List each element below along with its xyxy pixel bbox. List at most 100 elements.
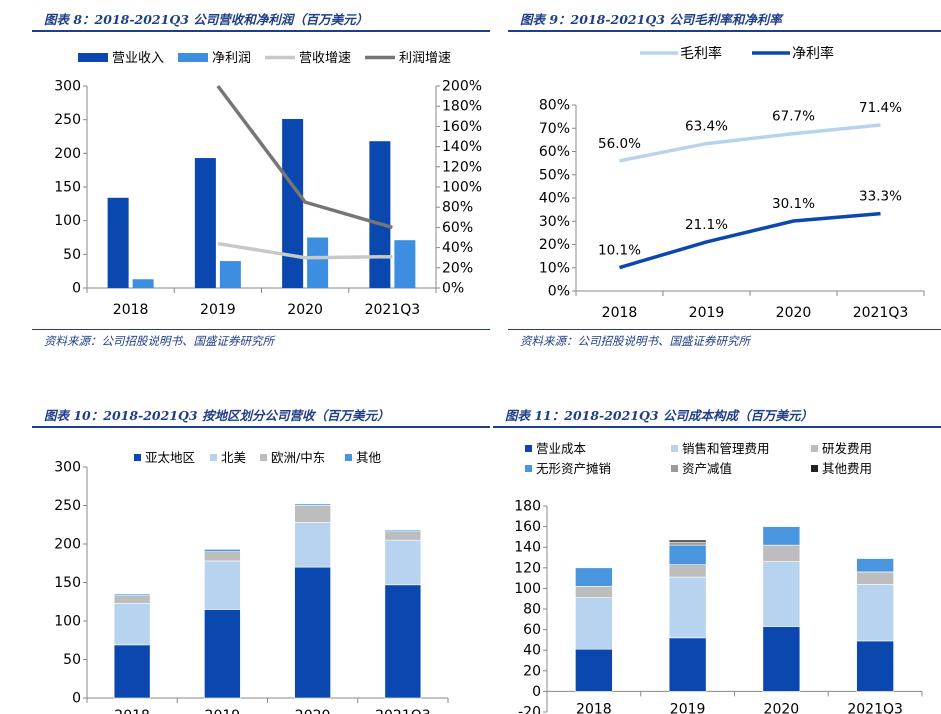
stack-segment — [384, 539, 422, 586]
legend-label: 研发费用 — [822, 441, 872, 456]
chart-fig11: -20 0 20 40 60 80 100 120 140 160 180 2018 2019 2020 2… — [514, 441, 923, 714]
y2-tick-label: 200% — [442, 79, 482, 95]
legend-swatch — [671, 465, 678, 472]
y2-tick-label: 180% — [442, 99, 482, 115]
y-tick-label: 120 — [514, 560, 541, 576]
stack-segment — [294, 505, 331, 523]
chart-title-fig11: 图表 11：2018-2021Q3 公司成本构成（百万美元） — [505, 408, 813, 423]
stack-segment — [113, 593, 151, 596]
y-tick-label: 0 — [72, 691, 81, 707]
chart-fig10: 0 50 100 150 200 250 300 2018 2019 2020 2021Q3 亚太地区… — [54, 450, 449, 714]
data-label: 56.0% — [598, 136, 641, 152]
stack-segment — [113, 595, 151, 604]
x-tick-label: 2021Q3 — [847, 701, 903, 714]
y-tick-label: 160 — [514, 519, 541, 535]
x-tick-label: 2021Q3 — [365, 302, 421, 318]
y-tick-label: 200 — [54, 146, 81, 162]
bar-revenue — [107, 197, 129, 288]
stack-segment — [668, 576, 707, 639]
x-tick-label: 2019 — [689, 305, 725, 321]
legend-label: 资产减值 — [682, 461, 732, 476]
y-tick-label: 300 — [54, 460, 81, 476]
x-tick-label: 2019 — [670, 701, 706, 714]
legend-label: 营业成本 — [536, 441, 587, 456]
legend-label: 欧洲/中东 — [271, 450, 325, 465]
y-tick-label: 300 — [54, 79, 81, 95]
y-tick-label: 20% — [539, 237, 570, 253]
stack-segment — [204, 549, 241, 552]
legend-label: 北美 — [221, 450, 246, 465]
data-label: 67.7% — [772, 109, 815, 125]
legend-label: 其他 — [356, 450, 382, 465]
x-tick-label: 2020 — [764, 701, 800, 714]
y2-tick-label: 40% — [442, 240, 473, 256]
x-tick-label: 2018 — [576, 701, 612, 714]
legend-label: 净利率 — [792, 45, 834, 62]
chart-title-fig10: 图表 10：2018-2021Q3 按地区划分公司营收（百万美元） — [44, 408, 390, 423]
y-tick-label: 140 — [514, 540, 541, 556]
bar-net-profit — [219, 261, 241, 288]
chart-fig8: 0 50 100 150 200 250 300 0% 20% 40% 60% 80% 100% 120%… — [54, 51, 482, 318]
legend-label: 利润增速 — [399, 51, 451, 66]
bar-net-profit — [307, 237, 329, 288]
x-tick-label: 2021Q3 — [853, 305, 909, 321]
legend-label: 净利润 — [212, 51, 251, 66]
y-tick-label: 30% — [539, 214, 570, 230]
legend-swatch — [525, 465, 532, 472]
stack-segment — [856, 558, 894, 573]
line-revenue-growth — [217, 241, 393, 260]
y-tick-label: 60 — [523, 622, 541, 638]
legend-swatch — [811, 445, 818, 452]
y-tick-label: 100 — [54, 213, 81, 229]
source-rule-fig8 — [32, 329, 490, 330]
data-label: 71.4% — [859, 100, 902, 116]
x-tick-label: 2018 — [602, 305, 638, 321]
stack-segment — [294, 503, 331, 506]
legend-swatch — [345, 454, 352, 461]
stack-segment — [204, 609, 241, 699]
legend-swatch — [525, 445, 532, 452]
stack-segment — [856, 640, 894, 692]
bar-revenue — [194, 158, 216, 288]
source-rule-fig9 — [508, 329, 941, 330]
y-tick-label: 40 — [523, 643, 541, 659]
legend-swatch — [178, 53, 208, 62]
y2-tick-label: 0% — [442, 281, 464, 297]
bar-revenue — [282, 118, 304, 288]
x-tick-label: 2018 — [113, 302, 149, 318]
y2-tick-label: 120% — [442, 159, 482, 175]
stack-segment — [384, 531, 422, 541]
y-tick-label: 180 — [514, 499, 541, 515]
title-rule-fig9 — [508, 30, 941, 32]
stack-segment — [762, 544, 801, 562]
line-net-margin — [619, 211, 881, 270]
y-tick-label: -20 — [518, 705, 541, 714]
x-tick-label: 2019 — [205, 708, 241, 714]
bar-net-profit — [132, 279, 154, 288]
y2-tick-label: 160% — [442, 119, 482, 135]
legend-swatch — [210, 454, 217, 461]
title-rule-fig11 — [493, 426, 941, 428]
stack-segment — [668, 541, 707, 546]
stack-segment — [668, 539, 707, 543]
y2-tick-label: 100% — [442, 180, 482, 196]
y-tick-label: 50 — [63, 247, 81, 263]
x-tick-label: 2020 — [295, 708, 331, 714]
legend-swatch — [78, 53, 108, 62]
legend-label: 毛利率 — [680, 45, 722, 62]
stack-segment — [575, 648, 613, 692]
legend-label: 其他费用 — [822, 461, 872, 476]
y-tick-label: 250 — [54, 112, 81, 128]
legend-swatch — [811, 465, 818, 472]
stack-segment — [668, 637, 707, 692]
stack-segment — [762, 561, 801, 627]
bar-net-profit — [394, 240, 416, 288]
legend-swatch — [671, 445, 678, 452]
stack-segment — [113, 602, 151, 646]
stack-segment — [856, 583, 894, 642]
stack-segment — [575, 586, 613, 598]
data-label: 63.4% — [685, 119, 728, 135]
stack-segment — [575, 597, 613, 650]
chart-fig9: 0% 10% 20% 30% 40% 50% 60% 70% 80% 2018 2019 2020 20… — [539, 45, 925, 321]
stack-segment — [113, 644, 151, 699]
